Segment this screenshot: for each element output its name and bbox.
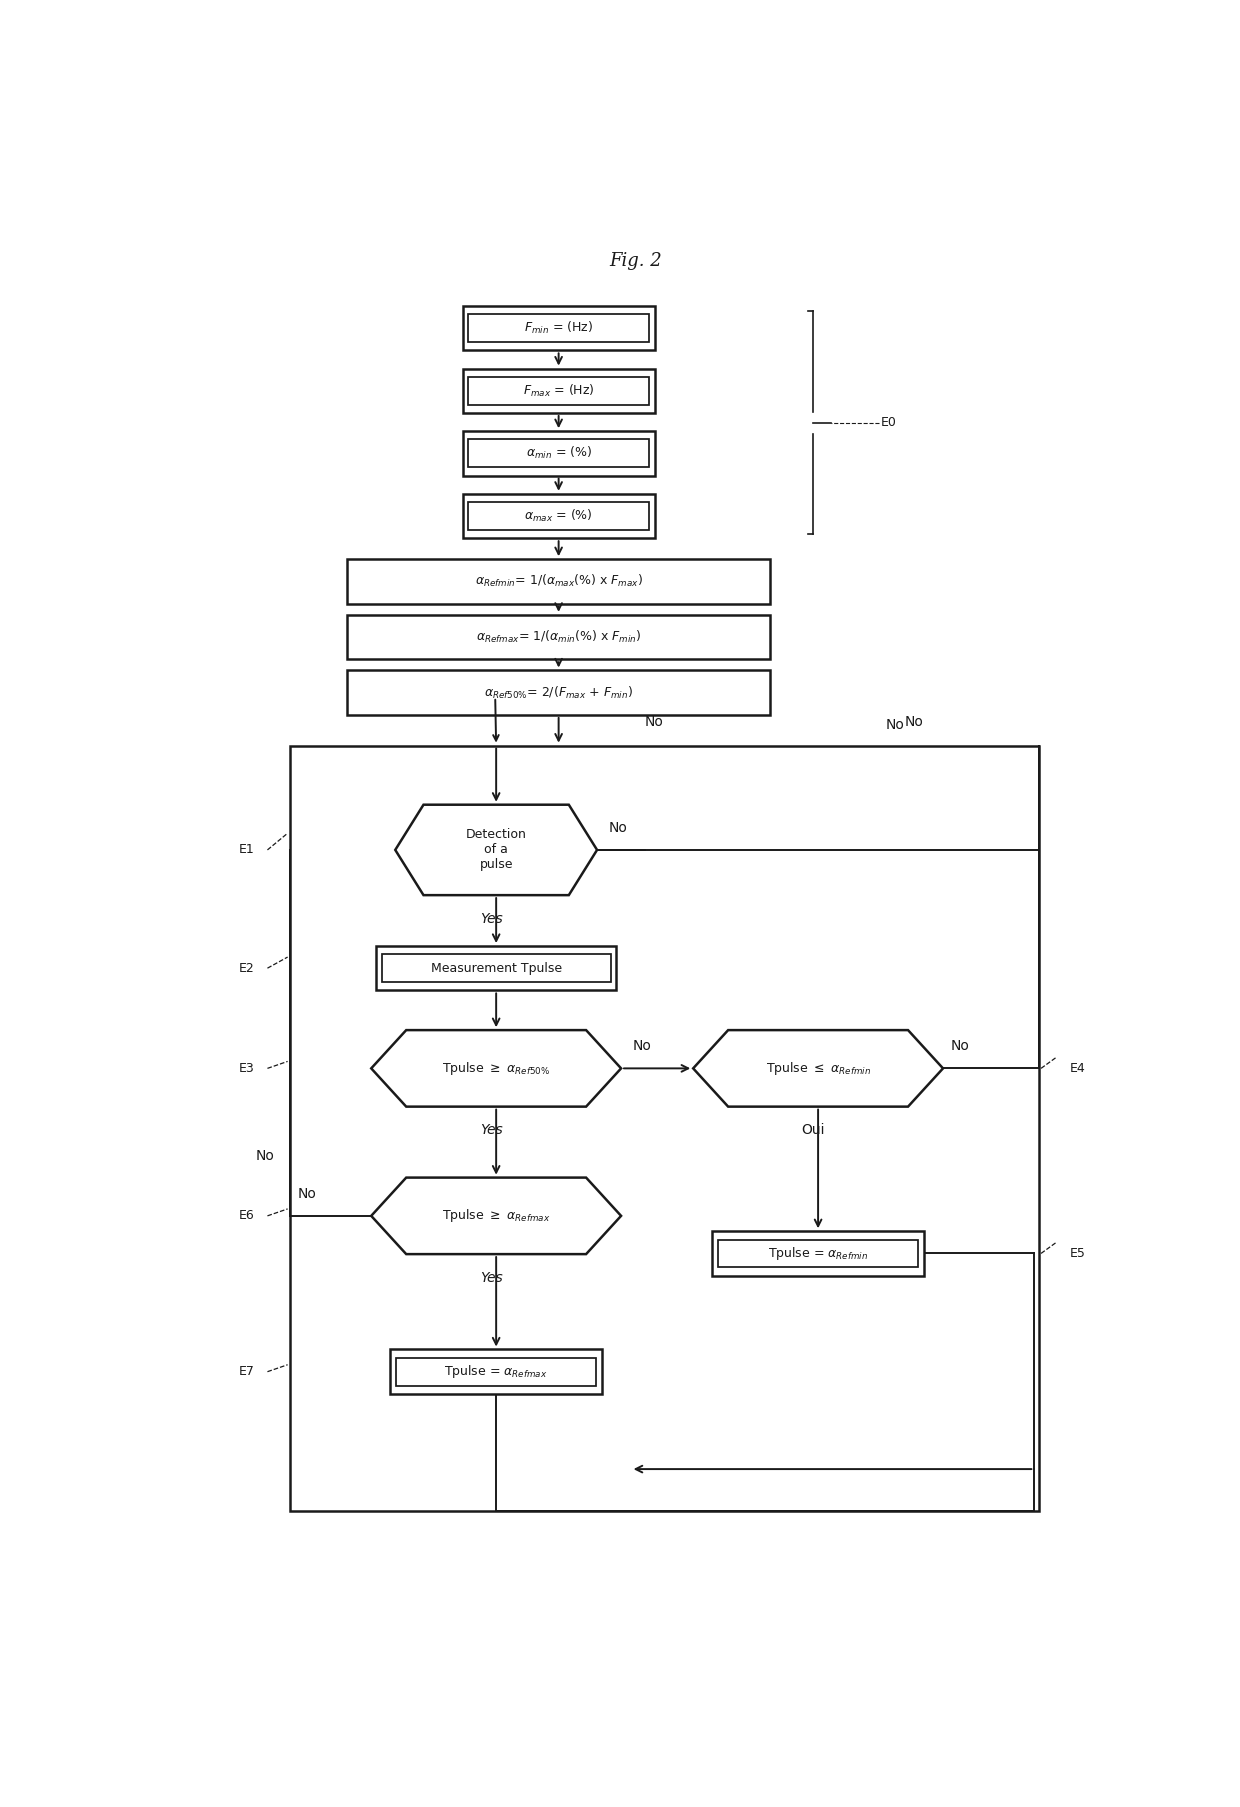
Bar xyxy=(463,305,655,351)
Text: E1: E1 xyxy=(238,844,254,857)
Text: Yes: Yes xyxy=(480,1270,502,1285)
Bar xyxy=(463,432,655,475)
Text: Yes: Yes xyxy=(480,1124,502,1137)
Bar xyxy=(347,558,770,604)
Bar xyxy=(397,1357,596,1386)
Bar xyxy=(463,493,655,538)
Bar xyxy=(347,614,770,660)
Text: Yes: Yes xyxy=(480,913,502,925)
Bar xyxy=(469,314,649,342)
Polygon shape xyxy=(371,1178,621,1254)
Text: $\alpha_{Refmin}$= 1/($\alpha_{max}$(%) x $F_{max}$): $\alpha_{Refmin}$= 1/($\alpha_{max}$(%) … xyxy=(475,573,642,589)
Text: E3: E3 xyxy=(238,1063,254,1075)
Bar xyxy=(469,502,649,529)
Text: Tpulse $\geq$ $\alpha_{Ref50\%}$: Tpulse $\geq$ $\alpha_{Ref50\%}$ xyxy=(441,1061,551,1077)
Text: E2: E2 xyxy=(238,961,254,974)
Text: Tpulse $\leq$ $\alpha_{Refmin}$: Tpulse $\leq$ $\alpha_{Refmin}$ xyxy=(765,1061,870,1077)
Text: $F_{max}$ = (Hz): $F_{max}$ = (Hz) xyxy=(523,383,594,399)
Text: Tpulse $\geq$ $\alpha_{Refmax}$: Tpulse $\geq$ $\alpha_{Refmax}$ xyxy=(441,1207,551,1225)
Text: No: No xyxy=(257,1149,275,1164)
Text: E5: E5 xyxy=(1070,1247,1085,1259)
Bar xyxy=(376,945,616,990)
Polygon shape xyxy=(396,804,596,894)
Bar xyxy=(469,439,649,468)
Bar xyxy=(718,1240,918,1267)
Text: No: No xyxy=(645,716,663,728)
Bar xyxy=(469,378,649,405)
Bar xyxy=(290,746,1039,1511)
Text: Fig. 2: Fig. 2 xyxy=(609,253,662,271)
Text: Oui: Oui xyxy=(801,1124,825,1137)
Text: No: No xyxy=(609,820,627,835)
Text: E4: E4 xyxy=(1070,1063,1085,1075)
Bar xyxy=(712,1231,924,1276)
Polygon shape xyxy=(693,1030,942,1106)
Text: E6: E6 xyxy=(238,1209,254,1222)
Text: $F_{min}$ = (Hz): $F_{min}$ = (Hz) xyxy=(525,320,593,336)
Text: E0: E0 xyxy=(880,416,897,430)
Text: $\alpha_{Ref50\%}$= 2/($F_{max}$ + $F_{min}$): $\alpha_{Ref50\%}$= 2/($F_{max}$ + $F_{m… xyxy=(484,685,634,701)
Text: No: No xyxy=(951,1039,970,1053)
Text: Tpulse = $\alpha_{Refmin}$: Tpulse = $\alpha_{Refmin}$ xyxy=(768,1245,868,1261)
Bar xyxy=(347,670,770,716)
Text: E7: E7 xyxy=(238,1366,254,1379)
Bar xyxy=(382,954,610,983)
Text: No: No xyxy=(632,1039,651,1053)
Bar xyxy=(463,369,655,414)
Text: No: No xyxy=(905,716,924,728)
Text: Tpulse = $\alpha_{Refmax}$: Tpulse = $\alpha_{Refmax}$ xyxy=(444,1362,548,1381)
Text: $\alpha_{min}$ = (%): $\alpha_{min}$ = (%) xyxy=(526,445,591,461)
Text: Detection
of a
pulse: Detection of a pulse xyxy=(466,828,527,871)
Text: $\alpha_{Refmax}$= 1/($\alpha_{min}$(%) x $F_{min}$): $\alpha_{Refmax}$= 1/($\alpha_{min}$(%) … xyxy=(476,629,641,645)
Bar xyxy=(391,1350,601,1393)
Text: No: No xyxy=(885,717,904,732)
Text: Measurement Tpulse: Measurement Tpulse xyxy=(430,961,562,974)
Text: $\alpha_{max}$ = (%): $\alpha_{max}$ = (%) xyxy=(525,508,593,524)
Polygon shape xyxy=(371,1030,621,1106)
Text: No: No xyxy=(298,1187,316,1202)
